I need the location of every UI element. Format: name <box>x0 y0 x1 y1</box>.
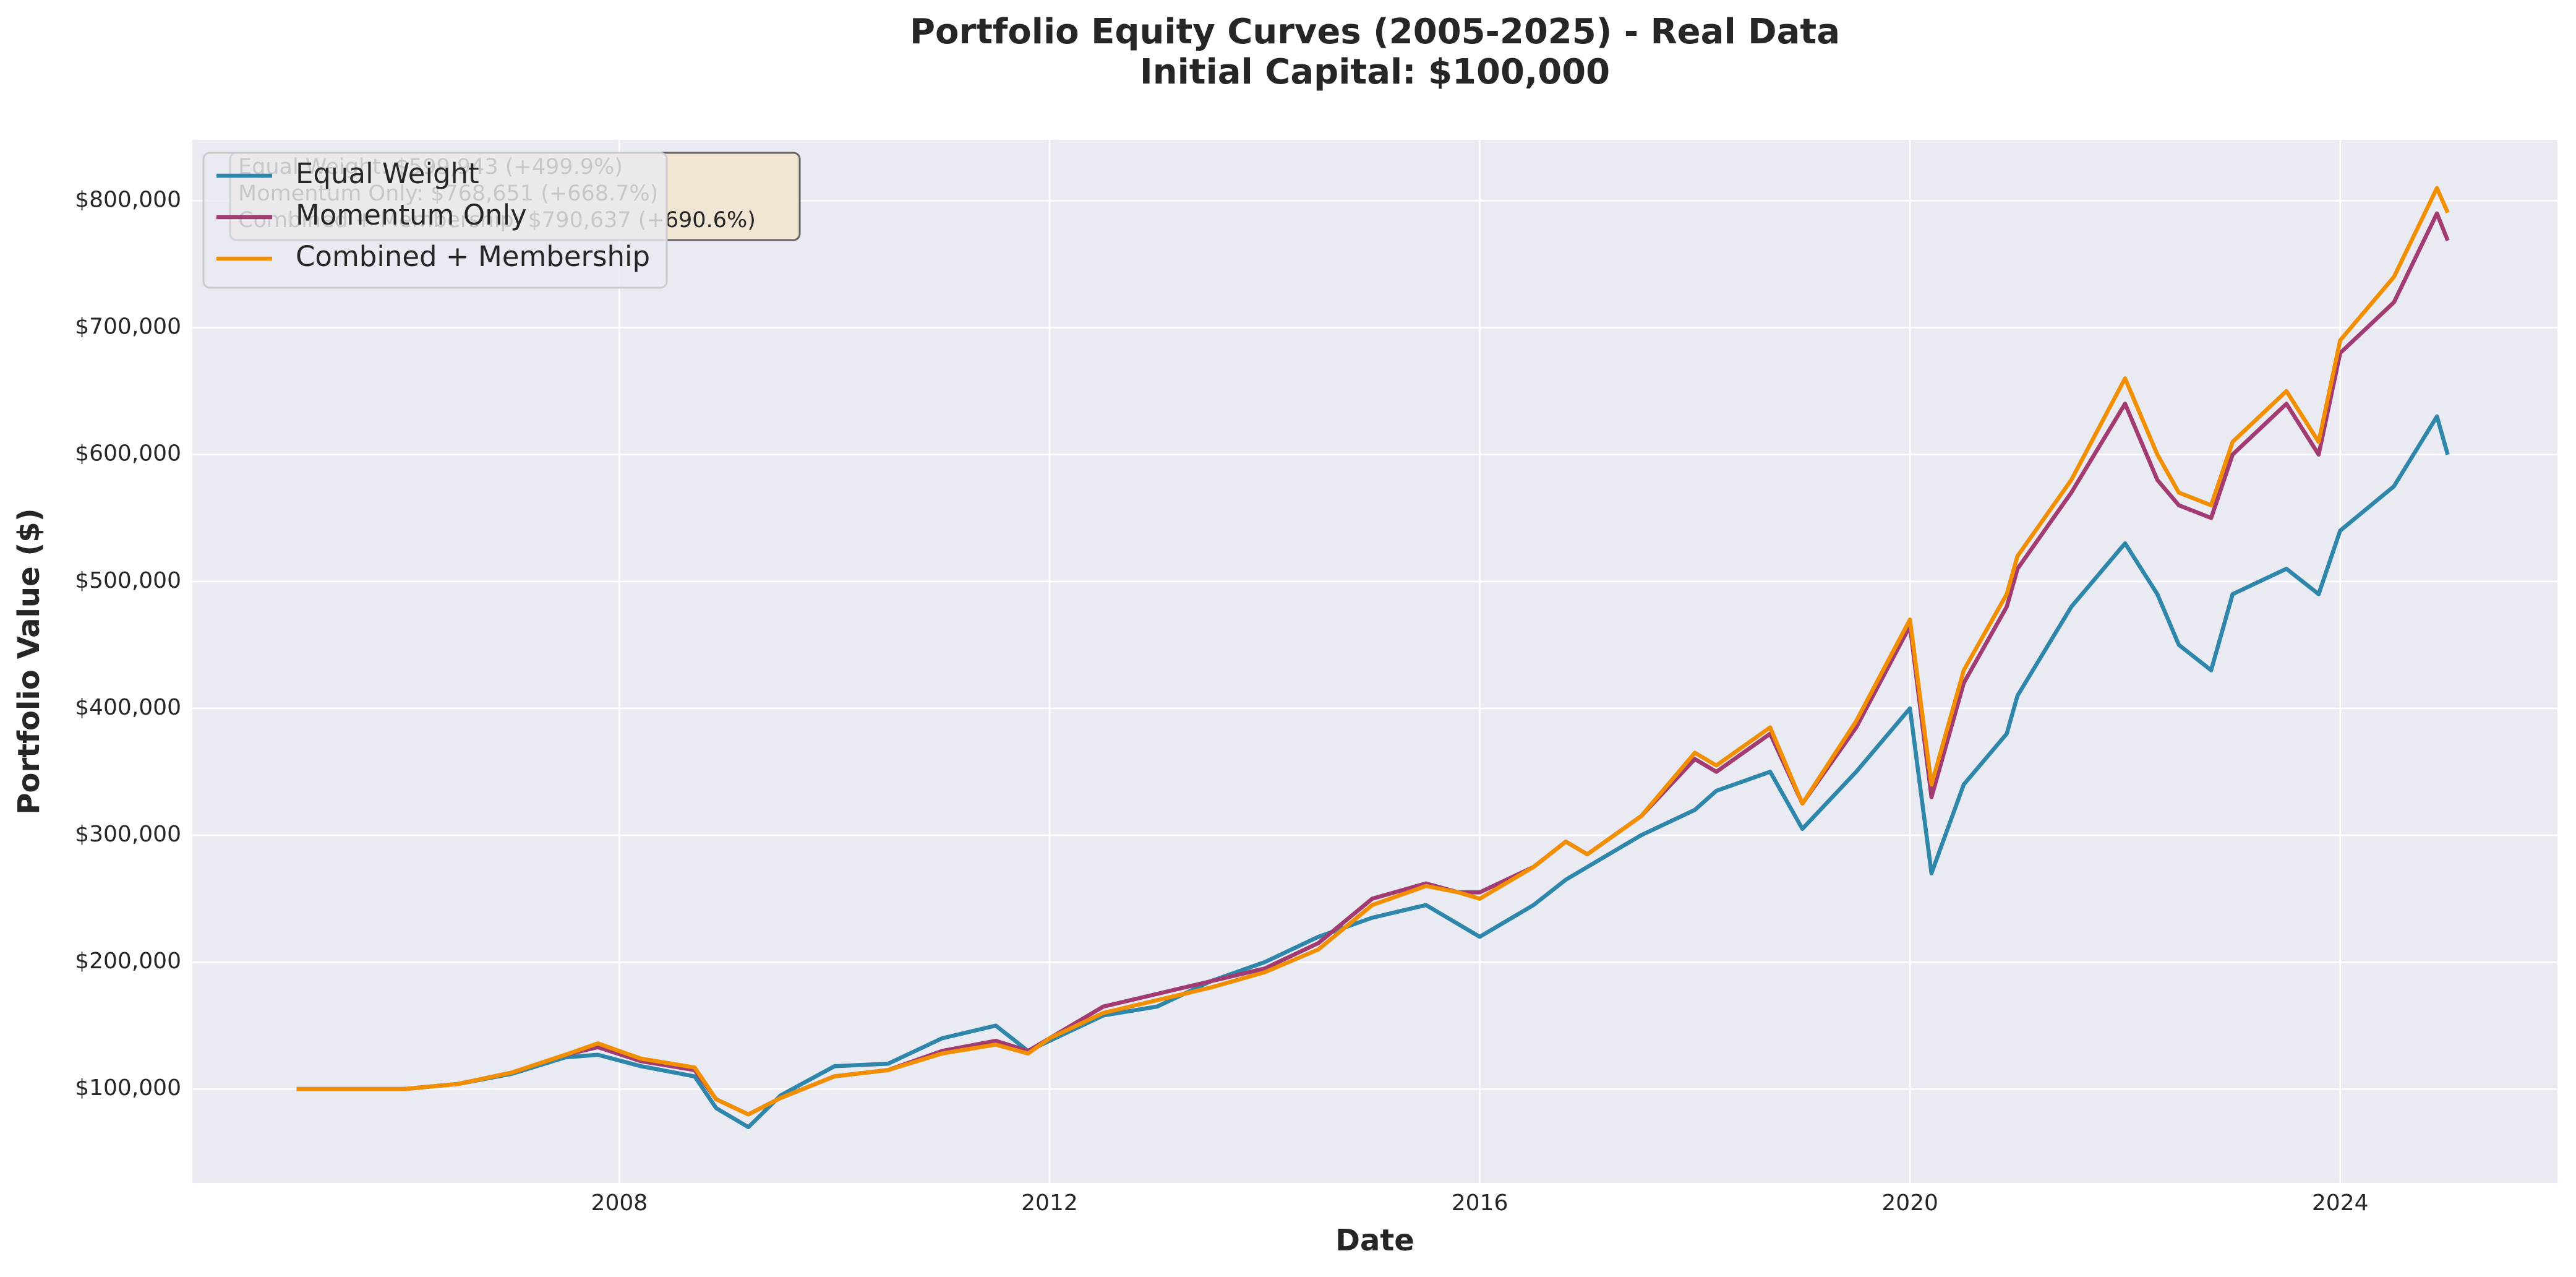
legend: Equal Weight Momentum Only Combined + Memb… <box>202 152 668 289</box>
x-tick-label: 2016 <box>1452 1190 1508 1216</box>
series-line <box>296 414 2450 1130</box>
series-line <box>296 186 2450 1117</box>
y-tick-label: $100,000 <box>75 1075 181 1101</box>
y-tick-label: $600,000 <box>75 441 181 467</box>
y-tick-label: $200,000 <box>75 948 181 974</box>
chart-subtitle: Initial Capital: $100,000 <box>1140 52 1610 92</box>
legend-label: Momentum Only <box>296 199 527 231</box>
y-tick-label: $300,000 <box>75 822 181 847</box>
legend-label: Combined + Membership <box>296 240 650 273</box>
lines <box>296 186 2450 1130</box>
plot-area <box>192 140 2557 1183</box>
y-tick-label: $700,000 <box>75 314 181 340</box>
x-tick-label: 2008 <box>591 1190 648 1216</box>
x-tick-label: 2024 <box>2312 1190 2369 1216</box>
legend-frame <box>202 152 668 289</box>
legend-label: Equal Weight <box>296 157 479 190</box>
chart-title: Portfolio Equity Curves (2005-2025) - Re… <box>910 12 1840 52</box>
y-tick-label: $500,000 <box>75 568 181 593</box>
y-axis-label: Portfolio Value ($) <box>12 508 46 814</box>
x-tick-label: 2012 <box>1021 1190 1078 1216</box>
x-tick-label: 2020 <box>1881 1190 1938 1216</box>
x-axis-label: Date <box>1335 1223 1414 1258</box>
y-tick-label: $800,000 <box>75 187 181 212</box>
y-tick-label: $400,000 <box>75 695 181 720</box>
